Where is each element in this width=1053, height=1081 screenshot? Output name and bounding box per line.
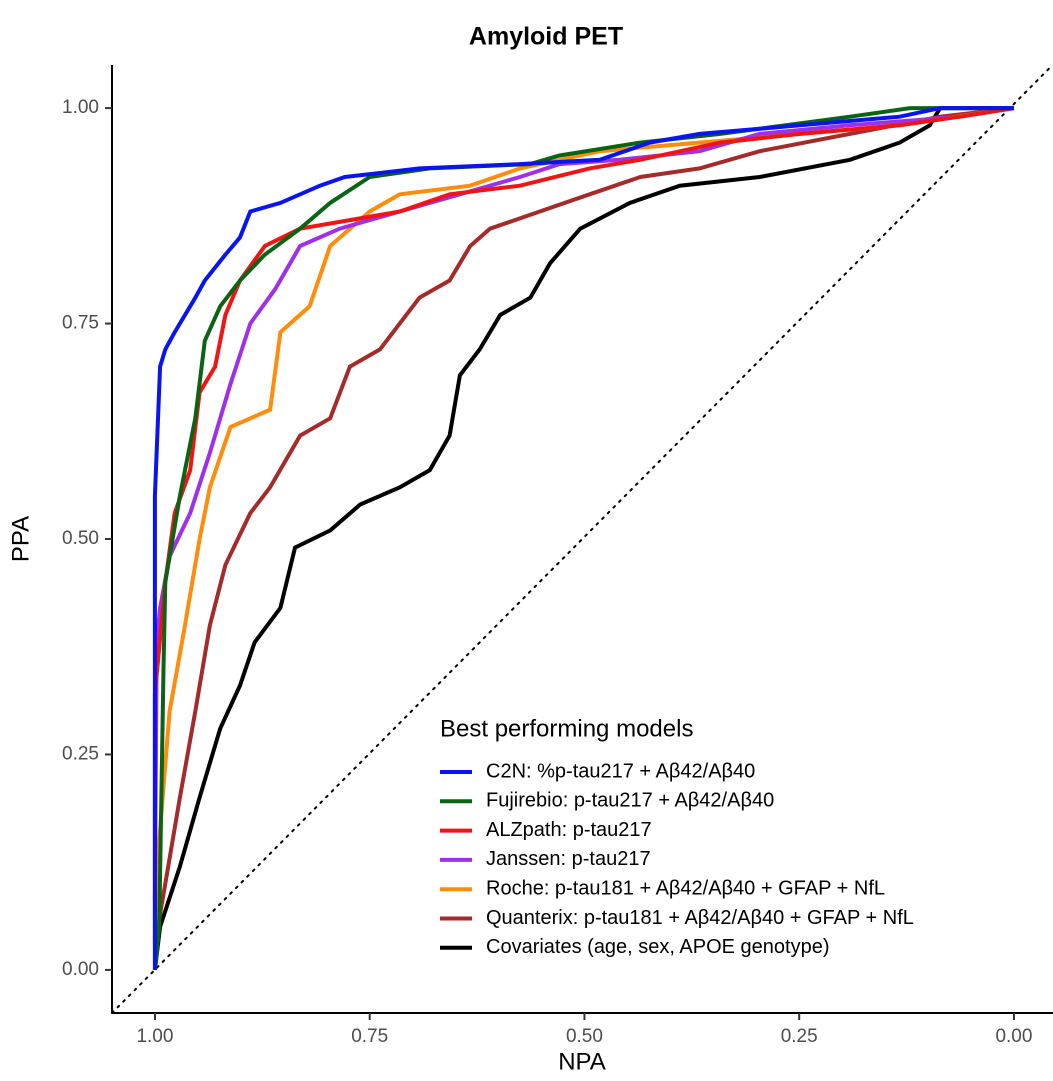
chart-title: Amyloid PET (469, 23, 623, 51)
y-axis-label: PPA (7, 516, 34, 562)
x-tick-label: 0.25 (781, 1026, 818, 1047)
roc-curve (152, 106, 1014, 970)
reference-diagonal (111, 64, 1053, 1014)
roc-curve (152, 106, 1015, 945)
roc-curve (152, 106, 1014, 971)
y-tick-label: 0.50 (62, 528, 99, 549)
legend-label: Janssen: p-tau217 (486, 848, 651, 870)
y-tick-label: 1.00 (62, 97, 99, 118)
x-tick-label: 0.75 (351, 1026, 388, 1047)
legend-label: C2N: %p-tau217 + Aβ42/Aβ40 (486, 760, 755, 782)
y-tick-label: 0.00 (62, 959, 99, 980)
x-tick-label: 1.00 (136, 1026, 173, 1047)
y-tick-label: 0.25 (62, 743, 99, 764)
x-tick-label: 0.50 (566, 1026, 603, 1047)
x-tick-label: 0.00 (995, 1026, 1032, 1047)
legend-title: Best performing models (440, 715, 693, 742)
roc-curve (152, 106, 1015, 927)
legend-label: Quanterix: p-tau181 + Aβ42/Aβ40 + GFAP +… (486, 907, 914, 929)
legend-label: Covariates (age, sex, APOE genotype) (486, 936, 830, 958)
x-axis-label: NPA (558, 1048, 606, 1075)
y-tick-label: 0.75 (62, 313, 99, 334)
legend-label: ALZpath: p-tau217 (486, 819, 652, 841)
legend-label: Fujirebio: p-tau217 + Aβ42/Aβ40 (486, 790, 774, 812)
legend-label: Roche: p-tau181 + Aβ42/Aβ40 + GFAP + NfL (486, 877, 885, 899)
